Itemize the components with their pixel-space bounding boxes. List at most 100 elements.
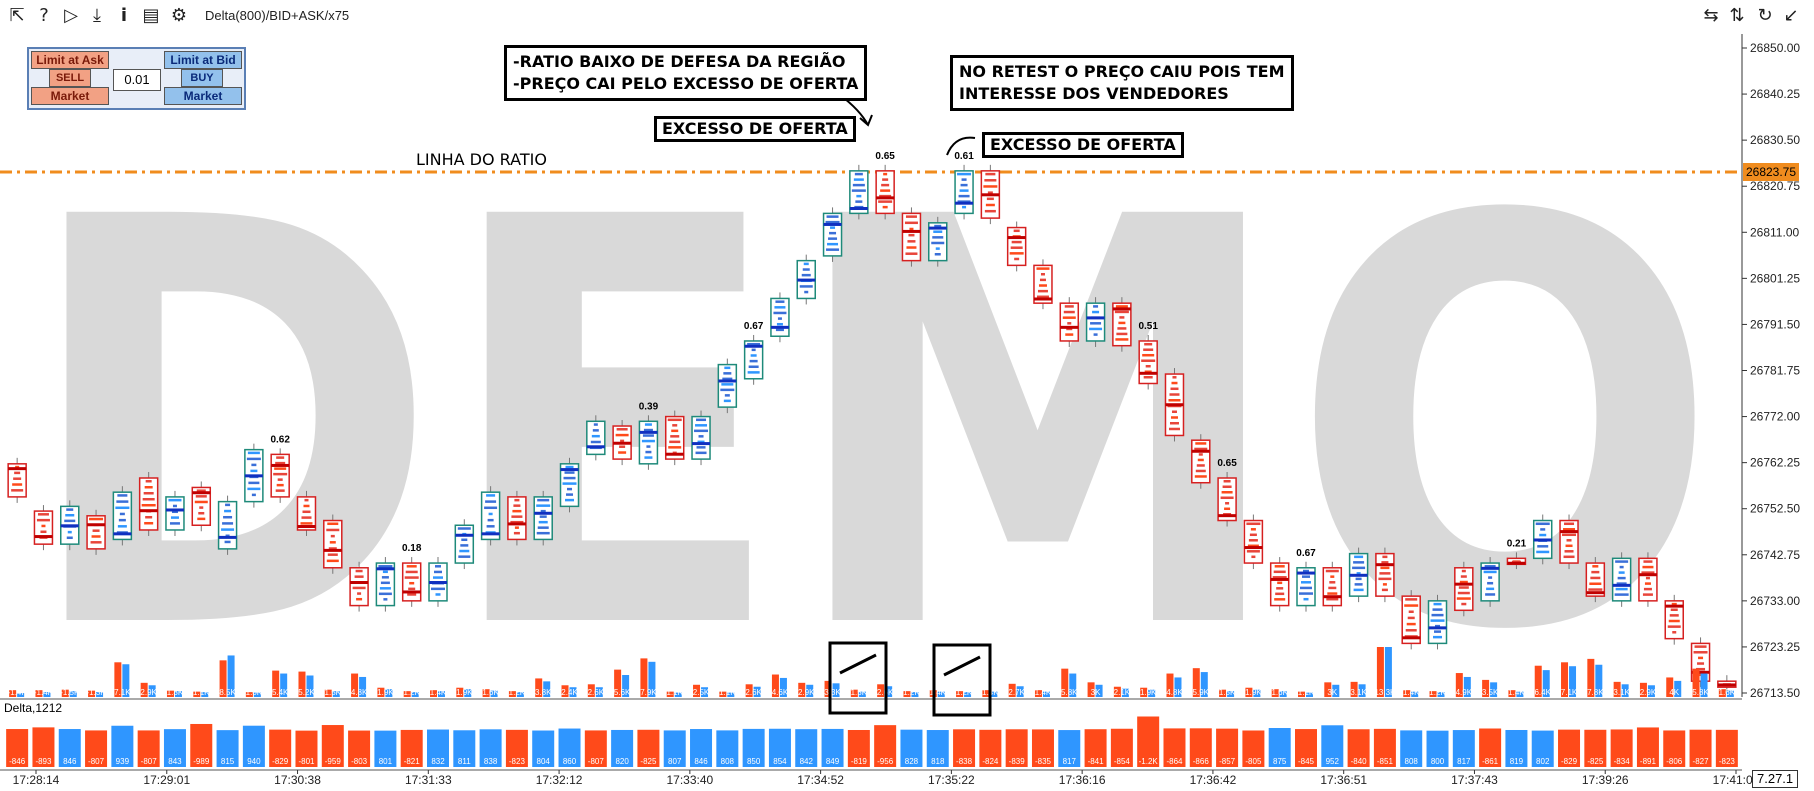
quantity-field[interactable]: 0.01 <box>113 69 161 91</box>
sell-volume-bar <box>1113 686 1121 697</box>
info-icon[interactable]: i <box>120 5 128 26</box>
buy-button[interactable]: BUY <box>181 69 223 87</box>
footprint-row <box>1171 381 1178 385</box>
sell-volume-bar <box>193 691 201 697</box>
footprint-candle <box>1585 557 1606 603</box>
price-tick-label: 26742.75 <box>1750 548 1800 562</box>
poc-marker <box>849 207 868 211</box>
footprint-row <box>698 435 704 438</box>
buy-volume-bar <box>174 691 182 697</box>
poc-marker <box>60 524 79 528</box>
buy-volume-bar <box>806 684 814 697</box>
footprint-row <box>1142 353 1155 357</box>
footprint-row <box>984 179 997 182</box>
footprint-row <box>304 498 309 502</box>
volume-label: 1.5K <box>851 688 868 697</box>
footprint-row <box>435 593 441 596</box>
footprint-row <box>933 230 943 233</box>
poc-marker <box>1533 538 1552 542</box>
fullscreen-icon[interactable]: ↙ <box>1783 5 1799 26</box>
poc-marker <box>481 532 500 536</box>
play-icon[interactable]: ▷ <box>64 5 78 26</box>
swap-horizontal-icon[interactable]: ⇆ <box>1703 5 1719 26</box>
footprint-candle <box>1085 297 1106 347</box>
footprint-row <box>1693 651 1708 654</box>
footprint-row <box>1302 575 1310 578</box>
poc-marker <box>1060 325 1079 329</box>
footprint-row <box>1169 393 1180 396</box>
delta-bar <box>1505 729 1528 767</box>
poc-marker <box>1612 583 1631 587</box>
delta-label: 802 <box>1536 757 1550 766</box>
buy-volume-bar <box>411 692 419 697</box>
footprint-row <box>1562 533 1577 537</box>
buy-volume-bar <box>674 692 682 697</box>
buy-volume-bar <box>858 691 866 697</box>
footprint-row <box>168 498 182 502</box>
sell-volume-bar <box>693 684 701 697</box>
time-tick-label: 17:39:26 <box>1582 773 1629 787</box>
buy-volume-bar <box>1042 691 1050 697</box>
delta-label: -819 <box>851 757 868 766</box>
poc-marker <box>613 441 632 445</box>
footprint-candle <box>1375 547 1395 603</box>
footprint-candle <box>559 457 580 513</box>
footprint-row <box>223 515 233 519</box>
volume-label: 8.5K <box>219 688 236 697</box>
footprint-chart[interactable]: DEMO 26850.0026840.2526830.5026820.75268… <box>0 34 1814 791</box>
footprint-row <box>1456 597 1471 600</box>
chart-icon[interactable]: ▤ <box>142 5 160 26</box>
volume-label: 2.9K <box>1640 688 1657 697</box>
refresh-icon[interactable]: ↻ <box>1757 5 1773 26</box>
swap-vertical-icon[interactable]: ⇅ <box>1729 5 1745 26</box>
footprint-row <box>799 285 813 288</box>
volume-label: 4.8K <box>1166 688 1183 697</box>
footprint-row <box>696 418 707 422</box>
delta-label: -807 <box>588 757 605 766</box>
footprint-row <box>1645 576 1650 580</box>
volume-label: 3.3K <box>824 688 841 697</box>
poc-marker <box>297 525 316 529</box>
limit-at-ask-button[interactable]: Limit at Ask <box>31 51 109 69</box>
sell-button[interactable]: SELL <box>49 69 91 87</box>
annotation-excess-box-1: EXCESSO DE OFERTA <box>654 116 856 142</box>
cursor-icon[interactable]: ⇱ <box>9 5 25 26</box>
delta-label: 939 <box>116 757 130 766</box>
help-icon[interactable]: ? <box>39 5 49 26</box>
price-tick-label: 26772.00 <box>1750 410 1800 424</box>
footprint-row <box>536 531 550 535</box>
poc-marker <box>1507 561 1526 565</box>
delta-label: -806 <box>1666 757 1683 766</box>
footprint-row <box>1089 327 1103 331</box>
volume-label: 1.1K <box>666 688 683 697</box>
buy-volume-bar <box>1700 673 1708 697</box>
delta-bar <box>1452 730 1475 767</box>
footprint-row <box>1698 656 1704 660</box>
buy-volume-bar <box>543 681 551 697</box>
footprint-row <box>329 541 336 544</box>
footprint-row <box>1169 421 1179 425</box>
footprint-row <box>590 440 601 444</box>
footprint-candle <box>349 561 369 612</box>
time-tick-label: 17:35:22 <box>928 773 975 787</box>
limit-at-bid-button[interactable]: Limit at Bid <box>164 51 242 69</box>
footprint-candle <box>296 490 317 536</box>
buy-volume-bar <box>1411 691 1419 697</box>
footprint-candle <box>1454 561 1474 617</box>
delta-bar <box>1689 729 1712 767</box>
sell-market-button[interactable]: Market <box>31 87 109 105</box>
footprint-row <box>1273 570 1286 574</box>
footprint-row <box>514 498 520 502</box>
buy-volume-bar <box>595 687 603 697</box>
buy-volume-bar <box>96 692 104 697</box>
buy-market-button[interactable]: Market <box>164 87 242 105</box>
price-tick-label: 26820.75 <box>1750 179 1800 193</box>
candle-body <box>717 363 738 408</box>
download-icon[interactable]: ⤓ <box>93 5 101 26</box>
ratio-price-tag: 26823.75 <box>1743 163 1799 182</box>
footprint-row <box>803 262 809 266</box>
time-tick-label: 17:36:42 <box>1190 773 1237 787</box>
footprint-row <box>1540 528 1546 531</box>
gear-icon[interactable]: ⚙ <box>170 5 188 26</box>
footprint-row <box>225 503 231 507</box>
